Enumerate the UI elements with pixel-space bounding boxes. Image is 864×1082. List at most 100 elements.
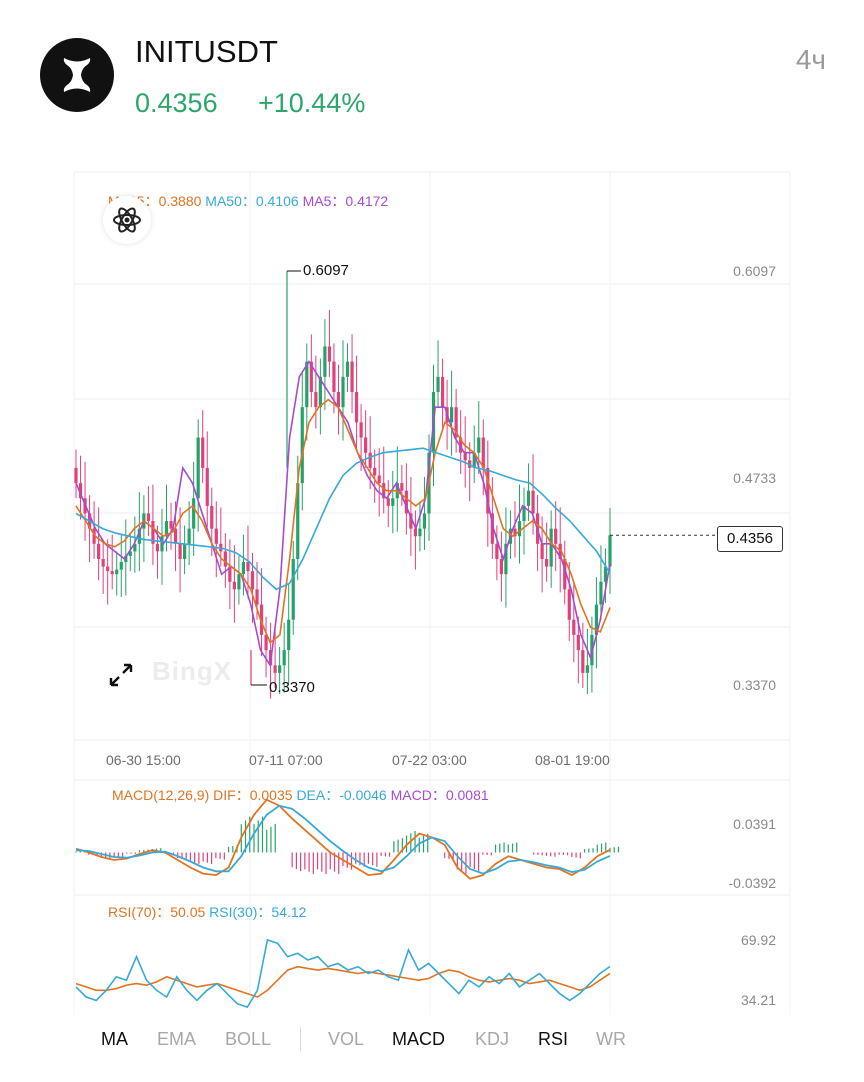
macd-title: MACD(12,26,9) bbox=[112, 787, 210, 803]
candle-body bbox=[273, 665, 277, 673]
tab-ema[interactable]: EMA bbox=[157, 1029, 197, 1049]
candle-body bbox=[594, 604, 599, 635]
candle-body bbox=[341, 376, 345, 408]
candle-body bbox=[124, 555, 128, 563]
candle-body bbox=[386, 498, 390, 506]
candle-body bbox=[545, 558, 549, 567]
candle-body bbox=[526, 490, 531, 506]
candle-body bbox=[481, 437, 485, 468]
tab-boll[interactable]: BOLL bbox=[225, 1029, 272, 1049]
candle-body bbox=[563, 558, 567, 590]
candle-body bbox=[78, 483, 83, 499]
candle-body bbox=[576, 634, 580, 651]
brand-watermark: BingX bbox=[152, 656, 233, 686]
macd-legend: MACD(12,26,9) DIF：0.0035 DEA：-0.0046 MAC… bbox=[112, 785, 489, 805]
candle-body bbox=[373, 467, 377, 476]
candle-body bbox=[332, 361, 336, 392]
candle-body bbox=[585, 665, 589, 673]
interval-selector[interactable]: 4ч bbox=[795, 44, 826, 75]
candle-body bbox=[459, 437, 463, 453]
candle-body bbox=[440, 376, 445, 408]
candle-body bbox=[504, 543, 508, 575]
candle-body bbox=[92, 528, 96, 544]
last-price: 0.4356 bbox=[135, 88, 218, 118]
ma-line-ma15 bbox=[75, 398, 611, 644]
current-price-tag: 0.4356 bbox=[717, 526, 783, 552]
candle-body bbox=[173, 528, 178, 544]
candle-body bbox=[205, 467, 209, 506]
candle-body bbox=[490, 513, 494, 544]
candle-body bbox=[278, 665, 282, 673]
candle-body bbox=[350, 361, 354, 392]
expand-icon[interactable] bbox=[108, 662, 134, 688]
tab-wr[interactable]: WR bbox=[596, 1029, 626, 1049]
ma5-label: MA5： bbox=[302, 193, 346, 209]
symbol-title: INITUSDT bbox=[135, 34, 278, 69]
candle-body bbox=[391, 498, 395, 506]
macd-line-dea bbox=[75, 804, 611, 875]
candle-body bbox=[540, 543, 544, 559]
price-change-percent: +10.44% bbox=[258, 88, 366, 118]
candle-body bbox=[187, 528, 191, 544]
candle-body bbox=[345, 361, 350, 377]
candle-body bbox=[513, 528, 517, 537]
candle-body bbox=[454, 407, 458, 438]
ai-assistant-button[interactable] bbox=[103, 196, 151, 244]
candle-body bbox=[554, 528, 558, 544]
candle-body bbox=[250, 571, 255, 590]
candle-body bbox=[178, 543, 182, 559]
candle-body bbox=[377, 475, 381, 484]
ma50-label: MA50： bbox=[205, 193, 256, 209]
rsi70-label: RSI(70)： bbox=[108, 904, 171, 920]
ma5-value: 0.4172 bbox=[345, 193, 389, 209]
tab-rsi[interactable]: RSI bbox=[538, 1029, 569, 1049]
candle-body bbox=[300, 407, 304, 484]
candle-body bbox=[160, 536, 164, 552]
ma15-value: 0.3880 bbox=[158, 193, 202, 209]
candle-body bbox=[531, 490, 535, 514]
candle-body bbox=[196, 437, 200, 499]
candle-body bbox=[422, 513, 427, 529]
tab-divider bbox=[300, 1027, 301, 1051]
tab-ma[interactable]: MA bbox=[101, 1029, 128, 1049]
macd-value: 0.0081 bbox=[445, 787, 489, 803]
candle-body bbox=[228, 566, 232, 582]
tab-kdj[interactable]: KDJ bbox=[475, 1029, 510, 1049]
candle-body bbox=[477, 437, 481, 453]
candle-body bbox=[133, 543, 137, 552]
candle-body bbox=[323, 346, 327, 377]
candle-body bbox=[463, 452, 467, 461]
macd-y-tick-label: 0.0391 bbox=[733, 816, 776, 832]
candle-body bbox=[572, 619, 576, 635]
candle-body bbox=[599, 581, 603, 605]
candle-body bbox=[409, 513, 413, 529]
macd-y-tick-label: -0.0392 bbox=[728, 875, 776, 891]
dif-value: 0.0035 bbox=[249, 787, 293, 803]
candle-body bbox=[210, 505, 214, 529]
candle-body bbox=[404, 490, 408, 514]
candle-body bbox=[354, 391, 359, 423]
indicator-tabs: MA EMA BOLL VOL MACD KDJ RSI WR bbox=[74, 1015, 790, 1063]
candle-body bbox=[336, 391, 341, 408]
macd-label: MACD： bbox=[390, 787, 446, 803]
candle-body bbox=[101, 558, 105, 567]
candle-body bbox=[413, 528, 418, 537]
tab-macd[interactable]: MACD bbox=[392, 1029, 445, 1049]
y-tick-label: 0.3370 bbox=[733, 677, 776, 693]
candle-body bbox=[364, 437, 368, 453]
candle-body bbox=[603, 566, 608, 582]
candle-body bbox=[517, 521, 522, 537]
rsi-y-tick-label: 34.21 bbox=[740, 992, 776, 1008]
low-price-marker: 0.3370 bbox=[269, 679, 315, 696]
candle-body bbox=[137, 528, 141, 544]
rsi30-value: 54.12 bbox=[271, 904, 307, 920]
candle-body bbox=[359, 422, 363, 438]
candle-body bbox=[255, 589, 259, 605]
rsi30-label: RSI(30)： bbox=[209, 904, 272, 920]
candle-body bbox=[296, 483, 300, 559]
candle-body bbox=[282, 650, 286, 666]
candle-body bbox=[522, 505, 526, 522]
macd-line-dif bbox=[75, 798, 611, 880]
tab-vol[interactable]: VOL bbox=[328, 1029, 365, 1049]
